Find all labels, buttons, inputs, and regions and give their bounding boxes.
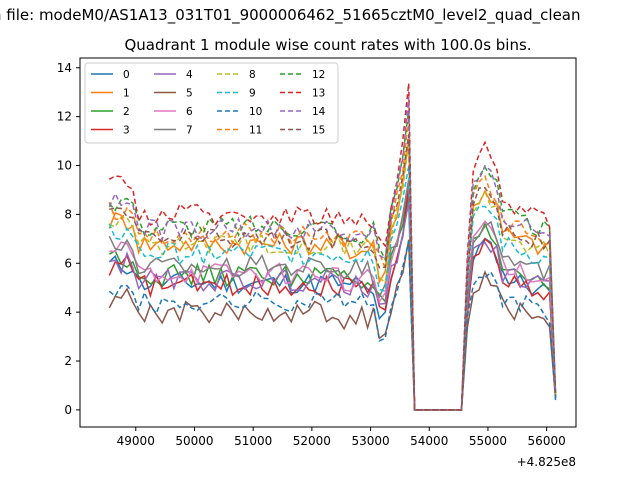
legend-label: 10 bbox=[249, 106, 262, 118]
series-line-5 bbox=[108, 239, 557, 411]
x-tick-label: 56000 bbox=[528, 434, 566, 448]
legend-label: 13 bbox=[312, 88, 325, 100]
x-tick-label: 55000 bbox=[469, 434, 507, 448]
y-tick-label: 0 bbox=[64, 403, 72, 417]
legend-label: 6 bbox=[186, 106, 193, 118]
series-line-3 bbox=[108, 186, 557, 411]
figure-suptitle: n file: modeM0/AS1A13_031T01_9000006462_… bbox=[0, 6, 581, 24]
y-tick-label: 8 bbox=[64, 207, 72, 221]
legend-label: 12 bbox=[312, 69, 325, 81]
x-tick-label: 50000 bbox=[175, 434, 213, 448]
series-line-6 bbox=[109, 180, 557, 411]
series-lines bbox=[108, 83, 557, 411]
y-tick-label: 12 bbox=[57, 110, 72, 124]
series-line-14 bbox=[108, 96, 557, 411]
legend-label: 15 bbox=[312, 125, 325, 137]
legend-label: 14 bbox=[312, 106, 326, 118]
y-tick-label: 2 bbox=[64, 354, 72, 368]
x-axis-ticks: 49000 50000 51000 52000 53000 54000 55000 56000 bbox=[117, 427, 566, 448]
legend-label: 5 bbox=[186, 88, 193, 100]
series-line-15 bbox=[109, 134, 557, 411]
legend-label: 1 bbox=[123, 88, 130, 100]
y-tick-label: 14 bbox=[57, 61, 72, 75]
legend-label: 0 bbox=[123, 69, 130, 81]
x-tick-label: 51000 bbox=[234, 434, 272, 448]
legend-label: 2 bbox=[123, 106, 130, 118]
series-line-4 bbox=[109, 202, 557, 411]
legend-box bbox=[84, 62, 339, 144]
legend-label: 11 bbox=[249, 125, 262, 137]
series-line-8 bbox=[108, 142, 557, 411]
y-tick-label: 6 bbox=[64, 256, 72, 270]
axes-frame bbox=[79, 57, 577, 428]
series-line-13 bbox=[108, 83, 557, 411]
legend-label: 9 bbox=[249, 88, 256, 100]
y-axis-ticks: 0 2 4 6 8 10 12 14 bbox=[57, 61, 80, 417]
y-tick-label: 10 bbox=[57, 159, 72, 173]
series-line-10 bbox=[108, 241, 557, 411]
chart-title: Quadrant 1 module wise count rates with … bbox=[124, 36, 532, 54]
legend-label: 4 bbox=[186, 69, 193, 81]
legend-label: 7 bbox=[186, 125, 193, 137]
legend-label: 8 bbox=[249, 69, 256, 81]
y-tick-label: 4 bbox=[64, 305, 72, 319]
x-tick-label: 54000 bbox=[410, 434, 448, 448]
x-tick-label: 53000 bbox=[351, 434, 389, 448]
x-tick-label: 49000 bbox=[117, 434, 155, 448]
series-line-2 bbox=[108, 184, 557, 411]
x-tick-label: 52000 bbox=[293, 434, 331, 448]
series-line-7 bbox=[108, 178, 557, 411]
series-line-11 bbox=[108, 117, 557, 411]
x-offset-label: +4.825e8 bbox=[517, 455, 576, 469]
legend-label: 3 bbox=[123, 125, 130, 137]
